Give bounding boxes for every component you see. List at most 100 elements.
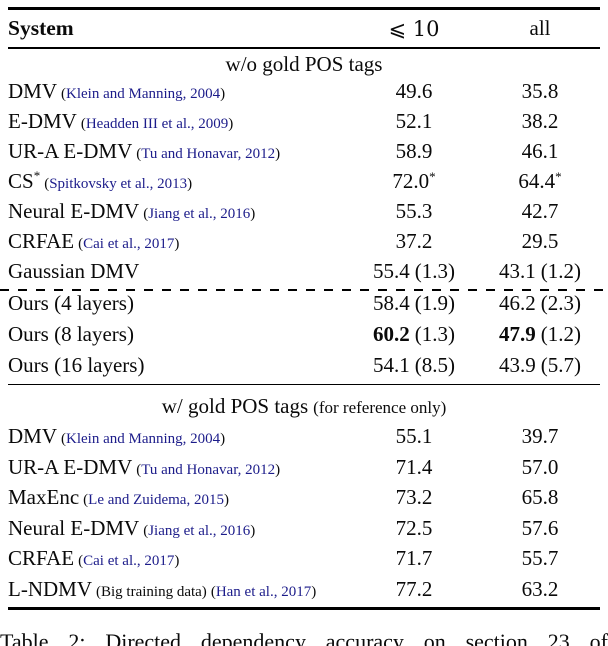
score-value: 71.4 [395,454,433,479]
citation-text[interactable]: Klein and Manning, 2004 [66,85,221,102]
score-le10-cell: 54.1 (8.5) [348,353,480,378]
score-all-cell: 65.8 [480,485,600,510]
citation-link[interactable]: (Tu and Honavar, 2012) [136,146,280,162]
score-all-cell: 47.9 (1.2) [480,322,600,347]
citation-open-paren: ( [78,235,84,252]
score-stddev: (1.3) [414,258,455,283]
score-value: 58.9 [395,138,433,163]
system-cell: E-DMV (Headden III et al., 2009) [8,109,348,134]
system-cell: UR-A E-DMV (Tu and Honavar, 2012) [8,139,348,164]
score-all-cell: 35.8 [480,79,600,104]
system-cell: MaxEnc (Le and Zuidema, 2015) [8,485,348,510]
citation-open-paren: ( [83,492,89,508]
citation-close-paren: ) [311,583,317,600]
dashed-divider [0,288,608,291]
citation-open-paren: ( [61,431,67,447]
system-cell: L-NDMV (Big training data) (Han et al., 20… [8,577,348,602]
score-value: 55.7 [521,546,559,570]
citation-text[interactable]: Cai et al., 2017 [83,553,175,569]
system-name: CRFAE [8,546,75,570]
score-value: 39.7 [521,424,559,448]
score-stddev: (1.9) [414,290,455,315]
system-name: MaxEnc [8,485,80,509]
table-row: UR-A E-DMV (Tu and Honavar, 2012) 71.4 57… [8,455,600,486]
citation-open-paren: ( [143,522,149,539]
section-ours-rows: Ours (4 layers) 58.4 (1.9) 46.2 (2.3) Ours… [8,291,600,384]
citation-link[interactable]: (Klein and Manning, 2004) [61,431,225,447]
citation-open-paren: ( [210,583,216,600]
score-le10-cell: 37.2 [348,229,480,254]
section-divider-rule [8,383,600,385]
citation-open-paren: ( [61,85,67,102]
section-title-note: (for reference only) [313,398,447,417]
system-note: (Big training data) [96,583,207,600]
citation-link[interactable]: (Jiang et al., 2016) [143,523,255,539]
header-underline-rule [8,47,600,49]
citation-close-paren: ) [174,553,180,569]
score-le10-cell: 49.6 [348,79,480,104]
score-stddev: (1.3) [414,321,455,346]
citation-link[interactable]: (Spitkovsky et al., 2013) [44,176,192,192]
score-value: 29.5 [521,228,559,253]
score-value: 72.0 [392,168,430,193]
citation-link[interactable]: (Jiang et al., 2016) [143,206,255,222]
caption-word: section [465,629,528,646]
score-value: 38.2 [521,108,559,133]
citation-open-paren: ( [44,175,50,192]
citation-text[interactable]: Jiang et al., 2016 [148,205,251,222]
system-name: E-DMV [8,108,77,133]
citation-text[interactable]: Headden III et al., 2009 [85,115,229,132]
system-cell: Ours (8 layers) [8,322,348,347]
citation-link[interactable]: (Cai et al., 2017) [78,236,179,252]
score-value: 54.1 [373,352,410,377]
citation-link[interactable]: (Tu and Honavar, 2012) [136,462,280,478]
score-all-cell: 64.4* [480,169,600,194]
system-name: Ours (16 layers) [8,352,145,377]
citation-link[interactable]: (Headden III et al., 2009) [81,116,233,132]
score-all-cell: 63.2 [480,577,600,602]
system-name: Ours (4 layers) [8,290,134,315]
citation-text[interactable]: Klein and Manning, 2004 [66,431,221,447]
score-value: 72.5 [395,515,433,540]
citation-text[interactable]: Cai et al., 2017 [83,235,175,252]
table-caption: Table 2: Directed dependency accuracy on… [0,629,608,646]
system-name: Neural E-DMV [8,198,140,223]
citation-open-paren: ( [80,115,86,132]
score-le10-cell: 55.4 (1.3) [348,259,480,284]
score-value: 57.6 [521,515,559,540]
section-title-text: w/ gold POS tags [161,394,309,418]
caption-word: on [423,629,446,646]
table-row: Neural E-DMV (Jiang et al., 2016) 55.3 42… [8,199,600,229]
score-value: 49.6 [395,78,433,103]
system-name: UR-A E-DMV [8,454,133,479]
citation-link[interactable]: (Klein and Manning, 2004) [61,86,225,102]
citation-text[interactable]: Jiang et al., 2016 [148,522,251,539]
caption-word: dependency [200,629,306,646]
citation-open-paren: ( [143,205,149,222]
system-cell: Ours (4 layers) [8,291,348,316]
score-all-cell: 55.7 [480,546,600,571]
citation-close-paren: ) [250,522,256,539]
score-value: 63.2 [521,576,559,601]
citation-link[interactable]: (Cai et al., 2017) [78,553,179,569]
citation-text[interactable]: Han et al., 2017 [215,583,312,600]
system-name: L-NDMV [8,576,92,601]
system-name: DMV [8,78,58,103]
citation-text[interactable]: Spitkovsky et al., 2013 [49,175,188,192]
score-superscript: * [555,168,562,184]
score-all-cell: 46.1 [480,139,600,164]
citation-link[interactable]: (Le and Zuidema, 2015) [83,492,229,508]
section-wo-gold-rows: DMV (Klein and Manning, 2004) 49.6 35.8 E… [8,79,600,289]
table-row: DMV (Klein and Manning, 2004) 49.6 35.8 [8,79,600,109]
score-value: 55.4 [373,258,410,283]
score-le10-cell: 55.1 [348,424,480,449]
score-value: 71.7 [395,546,433,570]
score-le10-cell: 73.2 [348,485,480,510]
citation-text[interactable]: Tu and Honavar, 2012 [141,145,276,162]
citation-text[interactable]: Tu and Honavar, 2012 [141,461,276,478]
citation-text[interactable]: Le and Zuidema, 2015 [88,492,224,508]
score-value: 46.1 [521,138,559,163]
citation-link[interactable]: (Han et al., 2017) [211,584,316,600]
header-all-column: all [529,16,551,40]
table-row: Ours (16 layers) 54.1 (8.5) 43.9 (5.7) [8,353,600,384]
